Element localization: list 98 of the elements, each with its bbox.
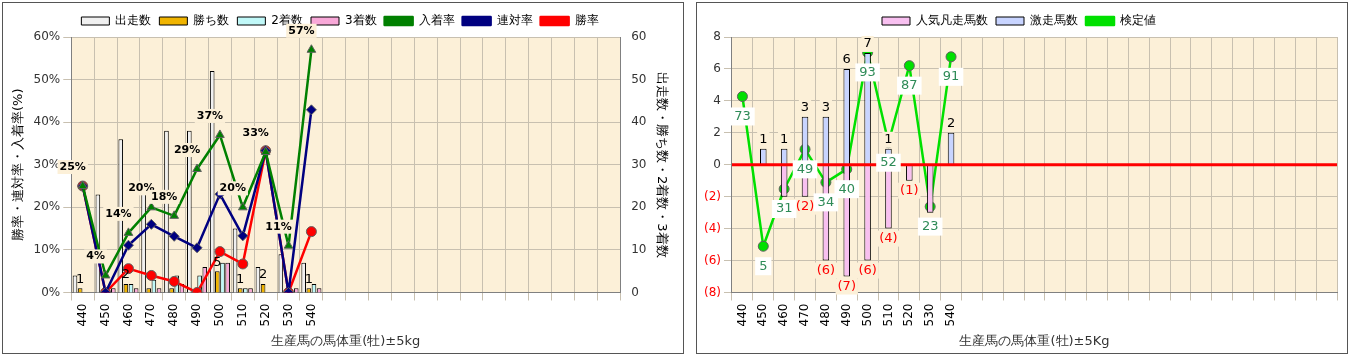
x-tick-label: 460: [776, 303, 791, 327]
data-label: 14%: [105, 206, 132, 220]
data-label: 57%: [288, 23, 315, 37]
y2-tick-label: 50: [631, 71, 647, 86]
y-tick-label: (8): [704, 284, 721, 299]
legend-label: 出走数: [115, 13, 152, 28]
data-label: 31: [775, 200, 793, 216]
x-tick-label: 520: [901, 303, 916, 327]
x-axis-title: 生産馬の馬体重(牡)±5Kg: [959, 332, 1110, 348]
legend-label: 入着率: [418, 13, 455, 28]
data-label: 52: [880, 154, 897, 170]
x-tick-label: 490: [189, 303, 204, 327]
data-label: (6): [858, 261, 877, 277]
data-label: 6: [842, 51, 851, 67]
data-label: 1: [759, 131, 768, 147]
x-tick-label: 500: [212, 303, 227, 327]
data-label: 87: [901, 77, 918, 93]
data-label: 3: [800, 99, 810, 115]
data-label: 1: [884, 131, 893, 147]
y2-tick-label: 10: [631, 242, 647, 257]
data-label: 3: [821, 99, 831, 115]
data-label: 23: [921, 217, 939, 233]
legend-label: 激走馬数: [1030, 13, 1078, 28]
x-axis-title: 生産馬の馬体重(牡)±5kg: [271, 332, 421, 348]
y-tick-label: 0: [713, 156, 721, 171]
y2-tick-label: 40: [631, 114, 647, 129]
data-label: 1: [304, 270, 313, 286]
legend-label: 勝ち数: [193, 13, 230, 28]
data-label: (7): [837, 277, 856, 293]
data-label: 93: [859, 63, 876, 79]
data-label: 18%: [151, 189, 178, 203]
x-tick-label: 540: [303, 303, 318, 327]
data-label: 1: [75, 270, 85, 286]
y-axis-title: 勝率・連対率・入着率(%): [10, 88, 26, 241]
data-label: 2: [121, 266, 131, 282]
y-tick-label: 40%: [33, 114, 61, 129]
y-tick-label: (4): [704, 220, 721, 235]
y-tick-label: 10%: [33, 242, 61, 257]
x-tick-label: 470: [143, 303, 158, 327]
data-label: (1): [900, 182, 919, 198]
x-tick-label: 440: [734, 303, 749, 327]
data-label: 33%: [242, 125, 269, 139]
y-tick-label: 0%: [41, 284, 61, 299]
legend-label: 検定値: [1120, 13, 1156, 28]
data-label: 11%: [265, 219, 292, 233]
x-tick-label: 480: [818, 303, 832, 327]
x-tick-label: 530: [922, 303, 937, 327]
x-tick-label: 530: [280, 303, 295, 327]
x-tick-label: 450: [755, 303, 770, 327]
legend-label: 勝率: [574, 13, 599, 28]
data-label: 7: [863, 35, 872, 51]
x-tick-label: 510: [234, 303, 249, 327]
x-tick-label: 490: [838, 303, 853, 327]
data-label: (4): [879, 230, 898, 245]
legend-label: 3着数: [345, 13, 377, 28]
data-label: (2): [795, 198, 815, 214]
data-label: 2: [258, 266, 268, 282]
x-tick-label: 450: [97, 303, 112, 327]
y-tick-label: 2: [713, 124, 721, 139]
data-label: 34: [817, 193, 835, 209]
y2-tick-label: 20: [631, 199, 647, 214]
x-tick-label: 440: [74, 303, 89, 327]
data-label: 91: [942, 68, 960, 84]
data-label: 73: [734, 107, 751, 123]
data-label: 2: [946, 115, 956, 131]
data-label: 40: [838, 180, 856, 196]
y2-tick-label: 0: [631, 284, 639, 299]
data-label: 25%: [59, 159, 86, 173]
data-label: 49: [796, 160, 814, 176]
data-label: 5: [759, 257, 768, 273]
y-tick-label: 60%: [33, 29, 61, 44]
data-label: 37%: [196, 108, 224, 122]
x-tick-label: 500: [859, 303, 874, 327]
x-tick-label: 520: [257, 303, 272, 327]
legend-label: 人気凡走馬数: [916, 13, 988, 28]
x-tick-label: 480: [166, 303, 181, 327]
y2-tick-label: 60: [631, 29, 647, 44]
y-tick-label: 6: [713, 61, 721, 76]
data-label: 4%: [86, 249, 105, 263]
legend-label: 連対率: [496, 13, 533, 28]
data-label: 1: [780, 131, 789, 147]
y2-axis-title: 出走数・勝ち数・2着数・3着数: [654, 71, 670, 258]
x-tick-label: 470: [797, 303, 812, 327]
y-tick-label: 8: [713, 29, 721, 44]
y-tick-label: 20%: [33, 199, 61, 214]
x-tick-label: 460: [120, 303, 135, 327]
y2-tick-label: 30: [631, 156, 647, 171]
y-tick-label: (2): [704, 188, 721, 203]
x-tick-label: 540: [943, 303, 958, 327]
y-tick-label: 30%: [33, 156, 61, 171]
x-tick-label: 510: [880, 303, 895, 327]
y-tick-label: 50%: [33, 71, 61, 86]
y-tick-label: (6): [704, 252, 721, 267]
data-label: 29%: [173, 142, 201, 156]
y-tick-label: 4: [713, 93, 721, 107]
data-label: (6): [816, 261, 836, 277]
data-label: 20%: [219, 181, 246, 195]
data-label: 1: [236, 270, 245, 286]
